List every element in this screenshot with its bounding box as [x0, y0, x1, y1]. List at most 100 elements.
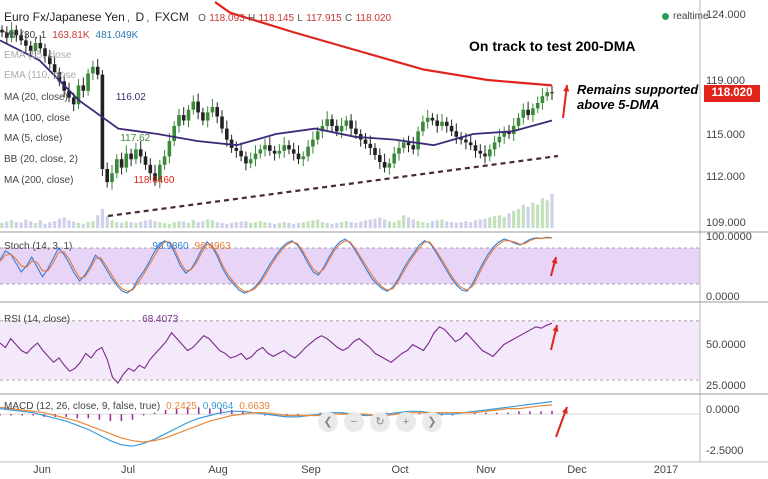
candle-body — [43, 48, 47, 57]
candle-body — [335, 125, 339, 132]
volume-bar — [24, 219, 28, 228]
macd-tick-label: -2.5000 — [706, 445, 743, 457]
time-tick-label: 2017 — [654, 464, 678, 476]
volume-bar — [239, 221, 243, 228]
candle-body — [244, 156, 248, 164]
candle-body — [162, 156, 167, 165]
candle-body — [406, 142, 411, 146]
volume-bar — [0, 222, 4, 228]
candle-body — [306, 146, 310, 157]
ma20-line — [0, 39, 553, 147]
volume-bar — [550, 194, 554, 228]
legend-stoch[interactable]: Stoch (14, 3, 1) 96.9860 96.4963 — [4, 241, 231, 252]
candle-body — [378, 155, 382, 162]
legend-macd[interactable]: MACD (12, 26, close, 9, false, true) 0.24… — [4, 401, 270, 412]
candle-body — [143, 156, 148, 165]
volume-bar — [273, 223, 277, 229]
volume-bar — [5, 221, 9, 228]
candle-body — [76, 85, 81, 105]
legend-ma200[interactable]: MA (200, close) 118.6460 — [4, 175, 174, 186]
candle-body — [196, 101, 200, 113]
volume-bar — [311, 220, 315, 228]
volume-bar — [344, 221, 348, 228]
volume-bar — [153, 221, 157, 228]
candle-body — [430, 117, 435, 121]
candle-body — [158, 164, 162, 181]
candle-body — [492, 142, 497, 150]
candle-body — [167, 141, 172, 157]
plus-icon[interactable]: + — [396, 412, 416, 432]
volume-bar — [96, 215, 100, 229]
ma200-line — [229, 11, 553, 87]
volume-bar — [459, 222, 463, 228]
volume-bar — [67, 220, 71, 228]
volume-bar — [177, 221, 181, 228]
macd-value-3: 0.6639 — [239, 401, 270, 412]
legend-bb[interactable]: BB (20, close, 2) — [4, 154, 78, 165]
price-tick-label: 124.000 — [706, 9, 746, 21]
candle-body — [86, 73, 90, 91]
volume-bar — [368, 219, 372, 228]
legend-ma5[interactable]: MA (5, close) 117.62 — [4, 133, 150, 144]
volume-bar — [110, 220, 114, 228]
candle-body — [24, 40, 28, 46]
legend-ma100[interactable]: MA (100, close — [4, 113, 70, 124]
candle-body — [550, 92, 554, 94]
candle-body — [225, 128, 229, 140]
volume-bar — [253, 222, 258, 228]
legend-vol[interactable]: Vol (30, 1 163.81K 481.049K — [4, 30, 138, 41]
candle-body — [129, 153, 133, 160]
stoch-label: Stoch (14, 3, 1) — [4, 241, 73, 252]
volume-bar — [105, 216, 109, 228]
volume-bar — [363, 220, 368, 228]
volume-bar — [469, 222, 473, 228]
volume-bar — [81, 223, 85, 229]
legend-ema55[interactable]: EMA (55, close — [4, 50, 71, 61]
volume-bar — [29, 221, 33, 228]
volume-bar — [526, 206, 530, 229]
volume-bar — [478, 219, 482, 228]
candle-body — [483, 153, 487, 157]
ma5-label: MA (5, close) — [4, 133, 63, 144]
volume-bar — [426, 222, 430, 228]
high-value: 118.145 — [258, 13, 295, 24]
volume-bar — [148, 219, 152, 228]
reset-icon[interactable]: ↻ — [370, 412, 390, 432]
minus-icon[interactable]: − — [344, 412, 364, 432]
stoch-tick-label: 100.0000 — [706, 231, 752, 243]
candle-body — [507, 131, 511, 134]
volume-bar — [430, 221, 434, 228]
volume-bar — [139, 221, 143, 228]
volume-bar — [10, 220, 14, 228]
candle-body — [19, 35, 23, 41]
candle-body — [320, 125, 325, 132]
candle-body — [201, 112, 205, 121]
chart-header: Euro Fx/Japanese Yen, D, FXCM O 118.093 … — [4, 10, 391, 24]
legend-ema110[interactable]: EMA (110, close — [4, 70, 76, 81]
volume-bar — [100, 208, 104, 228]
legend-ma20[interactable]: MA (20, close) 116.02 — [4, 92, 146, 103]
chevron-left-icon[interactable]: ❮ — [318, 412, 338, 432]
candle-body — [445, 121, 449, 126]
candle-body — [468, 142, 473, 146]
volume-bar — [172, 222, 176, 228]
volume-bar — [512, 211, 516, 228]
chevron-right-icon[interactable]: ❯ — [422, 412, 442, 432]
stoch-pane — [0, 236, 700, 294]
volume-bar — [402, 215, 406, 229]
macd-label: MACD (12, 26, close, 9, false, true) — [4, 401, 161, 412]
stoch-k-line — [0, 236, 553, 294]
candle-body — [186, 109, 191, 121]
macd-tick-label: 0.0000 — [706, 404, 740, 416]
arrow-macd-icon — [555, 406, 568, 438]
candle-body — [115, 159, 119, 174]
stoch-value-2: 96.4963 — [194, 241, 231, 252]
candle-body — [210, 107, 215, 113]
volume-bar — [320, 222, 324, 228]
close-value: 118.020 — [355, 13, 391, 24]
volume-bar — [120, 222, 124, 228]
volume-bar — [76, 222, 81, 228]
candle-body — [95, 66, 100, 75]
legend-rsi[interactable]: RSI (14, close) 68.4073 — [4, 314, 178, 325]
